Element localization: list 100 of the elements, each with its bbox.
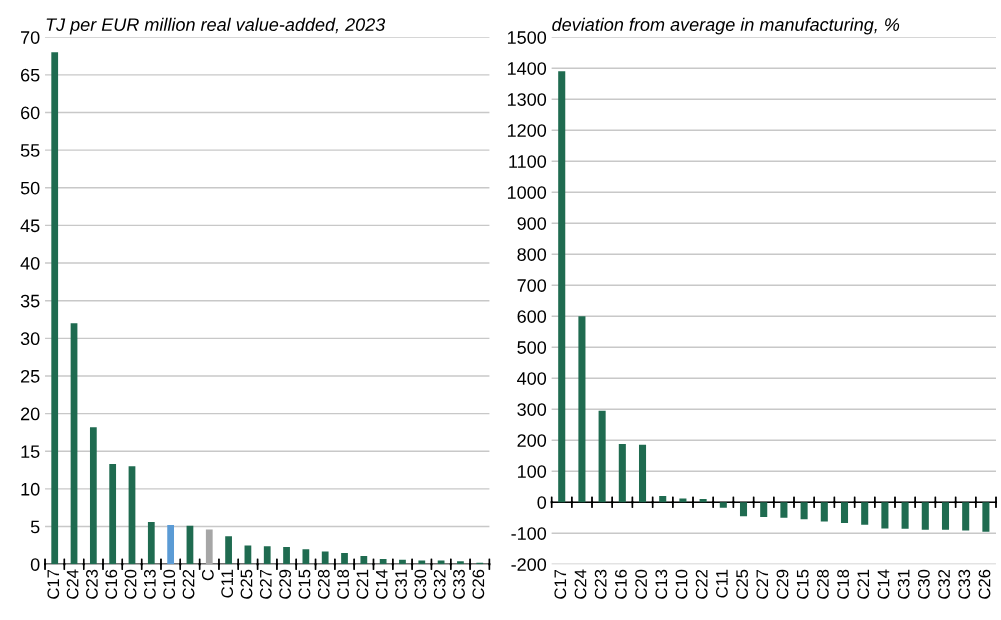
bar <box>418 560 426 565</box>
x-tick-label: C22 <box>695 569 708 599</box>
y-tick-label: 0 <box>30 558 40 571</box>
y-tick-label: 10 <box>21 482 40 496</box>
x-tick-label: C20 <box>124 569 137 599</box>
bar <box>941 502 950 530</box>
y-tick-label: 25 <box>21 369 40 383</box>
bar <box>679 498 687 503</box>
y-tick-label: 35 <box>20 294 40 308</box>
y-tick-label: 1400 <box>507 62 547 75</box>
x-tick-label: C10 <box>675 569 688 599</box>
bar <box>840 502 849 523</box>
y-tick-label: 1300 <box>507 93 547 106</box>
bar <box>360 555 368 565</box>
bar <box>881 502 889 529</box>
x-tick-label: C23 <box>86 569 98 599</box>
bar <box>109 464 117 565</box>
x-tick-label: C23 <box>594 569 607 599</box>
bar <box>719 502 727 508</box>
x-tick-label: C32 <box>938 569 950 599</box>
bar <box>901 502 909 529</box>
y-tick-label: 55 <box>20 144 40 157</box>
x-tick-label: C27 <box>259 569 272 599</box>
x-tick-label: C26 <box>472 569 485 599</box>
bar <box>341 552 348 565</box>
x-tick-label: C33 <box>453 569 465 599</box>
bar <box>598 410 606 503</box>
x-tick-label: C18 <box>837 569 849 599</box>
x-tick-label: C <box>201 569 214 581</box>
bar <box>760 502 768 518</box>
bar <box>147 522 155 565</box>
y-tick-label: 40 <box>20 256 40 270</box>
x-tick-label: C26 <box>978 569 991 599</box>
x-tick-label: C22 <box>182 569 195 599</box>
x-tick-label: C13 <box>655 569 668 599</box>
bar <box>699 499 707 503</box>
bar <box>283 546 290 565</box>
x-tick-label: C14 <box>375 569 388 599</box>
bar <box>379 558 387 565</box>
y-tick-label: 200 <box>517 434 547 447</box>
y-tick-label: -100 <box>511 527 547 540</box>
bar <box>800 502 808 520</box>
y-tick-label: 700 <box>517 279 547 292</box>
y-tick-label: 600 <box>517 310 547 323</box>
y-tick-label: 1100 <box>509 155 547 168</box>
y-tick-label: 1200 <box>507 124 547 137</box>
x-tick-label: C15 <box>796 569 809 599</box>
y-tick-label: 65 <box>21 68 40 82</box>
chart-title: TJ per EUR million real value-added, 2023 <box>46 17 386 35</box>
y-tick-label: 50 <box>20 181 40 195</box>
y-tick-label: 70 <box>21 31 40 44</box>
bar <box>51 52 59 565</box>
y-tick-label: 300 <box>517 403 547 416</box>
x-tick-label: C15 <box>298 569 311 599</box>
bar <box>457 561 464 565</box>
y-tick-label: 900 <box>517 217 547 230</box>
y-tick-label: 500 <box>517 341 547 354</box>
x-tick-label: C17 <box>554 569 567 599</box>
x-tick-label: C24 <box>66 569 79 599</box>
bar <box>820 502 828 522</box>
y-tick-label: 400 <box>517 372 547 385</box>
bar <box>982 502 990 532</box>
bar <box>780 502 788 518</box>
y-tick-label: 1500 <box>507 31 547 44</box>
bar <box>89 427 97 565</box>
bar <box>263 546 271 565</box>
x-tick-label: C18 <box>337 569 349 599</box>
bar <box>244 545 252 565</box>
bar <box>321 551 329 565</box>
x-tick-label: C24 <box>574 569 587 599</box>
x-tick-label: C31 <box>395 569 407 599</box>
y-tick-label: 30 <box>20 332 40 346</box>
bar <box>921 502 929 530</box>
y-tick-label: 1000 <box>507 186 547 199</box>
x-tick-label: C30 <box>414 569 427 599</box>
x-tick-label: C25 <box>240 569 253 599</box>
y-tick-label: 60 <box>21 106 40 120</box>
x-tick-label: C28 <box>816 569 829 599</box>
bar <box>739 502 748 517</box>
bar <box>225 536 232 565</box>
y-tick-label: 100 <box>518 465 547 478</box>
chart-title: deviation from average in manufacturing, % <box>552 17 900 35</box>
x-tick-label: C17 <box>47 569 60 599</box>
bar <box>962 502 970 531</box>
y-tick-label: -200 <box>511 558 547 571</box>
x-tick-label: C33 <box>958 569 971 599</box>
x-tick-label: C21 <box>356 569 369 599</box>
x-tick-label: C13 <box>143 569 156 599</box>
bar <box>437 560 445 565</box>
x-tick-label: C20 <box>635 569 647 599</box>
bar <box>618 443 626 503</box>
x-tick-label: C28 <box>317 569 330 599</box>
bar <box>659 496 667 503</box>
x-tick-label: C31 <box>897 569 910 599</box>
x-tick-label: C21 <box>857 569 870 599</box>
x-tick-label: C25 <box>736 569 748 599</box>
bar <box>578 316 586 503</box>
y-tick-label: 15 <box>21 445 40 458</box>
x-tick-label: C10 <box>163 569 176 599</box>
bar <box>205 529 213 565</box>
